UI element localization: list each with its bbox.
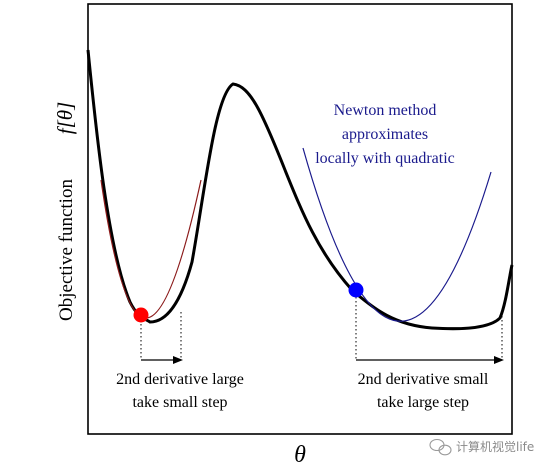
left-step-arrow	[141, 356, 183, 364]
left-annotation-line-1: 2nd derivative large	[116, 371, 244, 388]
objective-function-curve	[86, 49, 514, 331]
right-step-arrow	[356, 356, 504, 364]
y-axis-symbol: f[θ]	[53, 102, 77, 135]
newton-method-annotation: Newton method approximates locally with …	[315, 102, 455, 167]
y-axis-label: Objective function	[56, 179, 77, 321]
right-annotation-line-2: take large step	[377, 394, 469, 411]
right-point	[348, 282, 364, 298]
newton-annotation-line-2: approximates	[342, 126, 428, 143]
right-annotation-line-1: 2nd derivative small	[358, 371, 489, 388]
x-axis-symbol: θ	[294, 442, 306, 468]
watermark-text: 计算机视觉life	[456, 439, 534, 454]
left-annotation-line-2: take small step	[132, 394, 227, 411]
newton-annotation-line-1: Newton method	[334, 102, 437, 119]
left-point	[133, 307, 149, 323]
watermark: 计算机视觉life	[429, 438, 534, 456]
newton-annotation-line-3: locally with quadratic	[315, 150, 455, 167]
right-step-annotation: 2nd derivative small take large step	[358, 371, 489, 411]
left-step-annotation: 2nd derivative large take small step	[116, 371, 244, 411]
plot-frame	[87, 3, 513, 435]
wechat-icon	[429, 438, 452, 456]
right-quadratic-approximation	[302, 147, 492, 322]
